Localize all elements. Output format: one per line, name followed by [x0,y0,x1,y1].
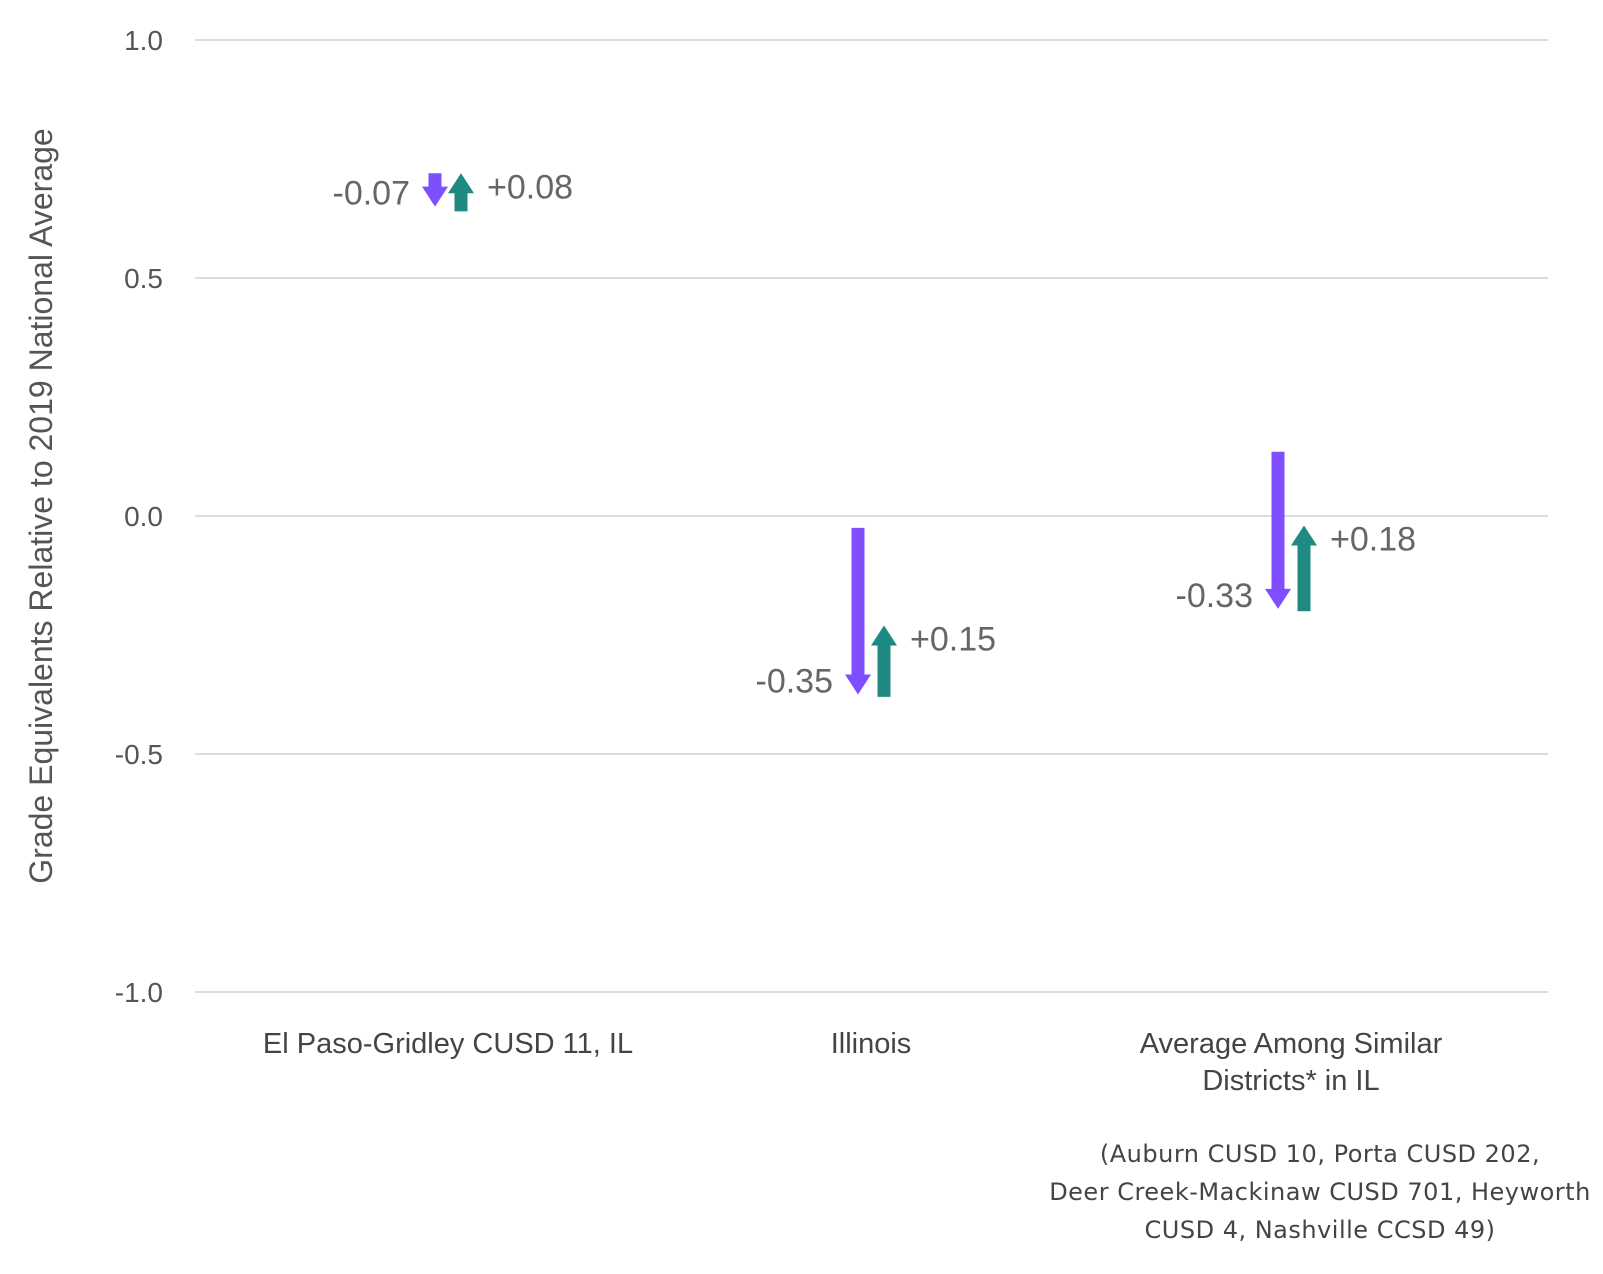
recovery-value-label: +0.18 [1330,521,1416,559]
footnote-line: (Auburn CUSD 10, Porta CUSD 202, [1099,1140,1541,1168]
y-tick-label: -0.5 [115,739,163,770]
recovery-value-label: +0.08 [487,168,573,206]
value-labels: -0.07 +0.08 -0.35 +0.15 -0.33 +0.18 [333,168,1417,700]
footnote-line: CUSD 4, Nashville CCSD 49) [1144,1216,1496,1244]
decline-arrow [1265,451,1291,609]
gridlines [195,39,1548,993]
footnote-line: Deer Creek-Mackinaw CUSD 701, Heyworth [1049,1178,1591,1206]
y-tick-label: -1.0 [115,977,163,1008]
category-label: Illinois [831,1028,912,1060]
category-label: El Paso-Gridley CUSD 11, IL [263,1028,633,1060]
decline-value-label: -0.07 [333,175,411,213]
recovery-arrow [871,625,897,697]
recovery-arrow [1291,525,1317,612]
category-labels: El Paso-Gridley CUSD 11, IL Illinois Avera… [263,1028,1443,1097]
y-tick-labels: 1.0 0.5 0.0 -0.5 -1.0 [115,25,163,1008]
y-tick-label: 0.0 [124,501,163,532]
recovery-value-label: +0.15 [910,620,996,658]
y-tick-label: 1.0 [124,25,163,56]
decline-arrow [845,527,871,695]
arrows [422,173,1317,697]
footnote: (Auburn CUSD 10, Porta CUSD 202, Deer Cr… [1040,1135,1600,1249]
decline-arrow [422,173,448,207]
decline-value-label: -0.35 [756,663,834,701]
category-label: Average Among Similar [1140,1028,1443,1060]
y-tick-label: 0.5 [124,263,163,294]
recovery-arrow [448,173,474,212]
y-axis-label: Grade Equivalents Relative to 2019 Natio… [23,128,59,883]
category-label: Districts* in IL [1202,1065,1379,1097]
decline-value-label: -0.33 [1176,577,1254,615]
